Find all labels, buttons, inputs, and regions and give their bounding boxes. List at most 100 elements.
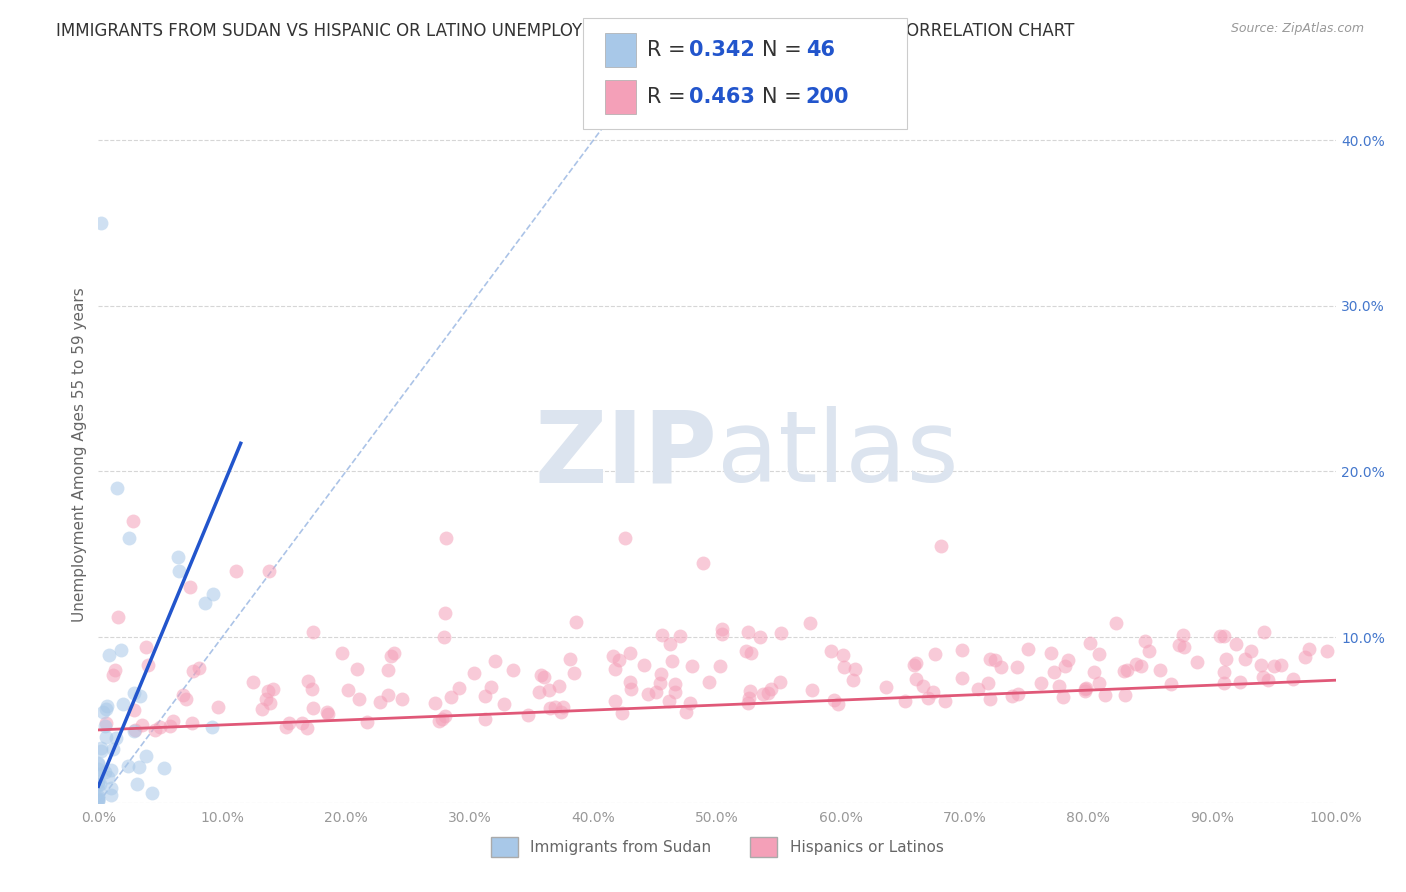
Point	[740, 646, 762, 660]
Point	[1094, 688, 1116, 702]
Point	[257, 564, 280, 578]
Point	[1135, 634, 1157, 648]
Point	[637, 687, 659, 701]
Point	[159, 718, 181, 732]
Point	[97, 770, 120, 784]
Point	[904, 657, 927, 671]
Point	[894, 694, 917, 708]
Point	[929, 539, 952, 553]
Point	[1114, 688, 1136, 702]
Point	[1078, 636, 1101, 650]
Point	[484, 654, 506, 668]
Point	[651, 628, 673, 642]
Point	[118, 531, 141, 545]
Point	[377, 663, 399, 677]
Point	[1185, 655, 1208, 669]
Point	[94, 719, 117, 733]
Point	[194, 596, 217, 610]
Point	[1173, 640, 1195, 655]
Point	[602, 649, 624, 664]
Point	[711, 623, 734, 637]
Point	[97, 648, 120, 662]
Point	[377, 688, 399, 702]
Point	[167, 564, 190, 578]
Point	[105, 481, 128, 495]
Point	[548, 679, 571, 693]
Point	[104, 663, 127, 677]
Point	[87, 783, 110, 797]
Point	[770, 626, 793, 640]
Point	[1001, 689, 1024, 703]
Point	[91, 706, 114, 720]
Point	[87, 791, 110, 805]
Point	[370, 695, 392, 709]
Point	[87, 789, 110, 803]
Point	[820, 644, 842, 658]
Point	[141, 786, 163, 800]
Point	[984, 653, 1007, 667]
Point	[502, 664, 524, 678]
Point	[645, 685, 668, 699]
Point	[516, 708, 538, 723]
Point	[658, 694, 681, 708]
Point	[912, 679, 935, 693]
Point	[380, 648, 402, 663]
Point	[87, 778, 110, 792]
Point	[735, 644, 758, 658]
Point	[107, 610, 129, 624]
Point	[950, 643, 973, 657]
Point	[903, 657, 925, 672]
Point	[738, 690, 761, 705]
Point	[432, 712, 454, 726]
Point	[297, 721, 319, 735]
Point	[827, 697, 849, 711]
Point	[100, 781, 122, 796]
Point	[382, 646, 405, 660]
Point	[979, 692, 1001, 706]
Point	[681, 658, 703, 673]
Point	[1253, 625, 1275, 640]
Point	[100, 764, 122, 778]
Point	[302, 625, 325, 640]
Point	[254, 692, 277, 706]
Point	[463, 665, 485, 680]
Point	[692, 556, 714, 570]
Text: ZIP: ZIP	[534, 407, 717, 503]
Point	[1257, 673, 1279, 687]
Point	[96, 699, 118, 714]
Point	[905, 672, 928, 686]
Point	[117, 758, 139, 772]
Point	[89, 777, 111, 791]
Point	[619, 674, 641, 689]
Point	[301, 701, 323, 715]
Point	[967, 681, 990, 696]
Text: N =: N =	[762, 87, 808, 107]
Point	[433, 607, 456, 621]
Point	[434, 531, 457, 545]
Point	[1052, 690, 1074, 704]
Point	[330, 646, 353, 660]
Point	[842, 673, 865, 687]
Point	[87, 775, 110, 789]
Point	[759, 681, 782, 696]
Text: 46: 46	[806, 40, 835, 60]
Point	[1281, 673, 1303, 687]
Point	[1053, 659, 1076, 673]
Point	[533, 670, 555, 684]
Point	[921, 685, 943, 699]
Point	[122, 703, 145, 717]
Point	[259, 696, 281, 710]
Point	[131, 718, 153, 732]
Point	[1315, 644, 1337, 658]
Point	[737, 624, 759, 639]
Point	[181, 664, 204, 678]
Point	[153, 762, 176, 776]
Point	[122, 514, 145, 528]
Point	[737, 696, 759, 710]
Point	[749, 630, 772, 644]
Point	[710, 627, 733, 641]
Point	[661, 654, 683, 668]
Point	[664, 676, 686, 690]
Point	[607, 653, 630, 667]
Point	[620, 682, 643, 697]
